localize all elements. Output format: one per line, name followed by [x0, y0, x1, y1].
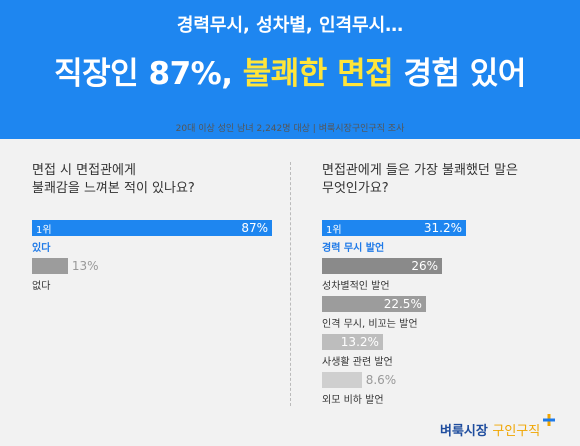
- left-bar-1: 1위 87%: [32, 220, 272, 236]
- right-value-label-1: 31.2%: [423, 221, 462, 235]
- right-bar-1: 1위 31.2%: [322, 220, 466, 236]
- right-rank-label: 1위: [326, 225, 342, 236]
- left-question: 면접 시 면접관에게 불쾌감을 느껴본 적이 있나요?: [32, 162, 195, 198]
- center-divider: [290, 162, 291, 406]
- right-bar-3: 22.5%: [322, 296, 426, 312]
- left-category-label-2: 없다: [32, 281, 51, 292]
- left-category-label-1: 있다: [32, 243, 51, 254]
- source-note: 20대 이상 성인 남녀 2,242명 대상 | 벼룩시장구인구직 조사: [175, 124, 405, 134]
- title-prefix: 직장인 87%,: [54, 56, 243, 92]
- left-value-label-1: 87%: [241, 221, 268, 235]
- title-suffix: 경험 있어: [393, 56, 526, 92]
- right-bar-2: 26%: [322, 258, 442, 274]
- header-banner: 경력무시, 성차별, 인격무시… 직장인 87%, 불쾌한 면접 경험 있어: [0, 0, 580, 139]
- right-value-label-2: 26%: [411, 259, 438, 273]
- right-question-line1: 면접관에게 들은 가장 불쾌했던 말은: [322, 163, 518, 178]
- logo-main: 벼룩시장: [440, 424, 488, 439]
- right-category-label-5: 외모 비하 발언: [322, 395, 384, 406]
- right-value-label-4: 13.2%: [340, 335, 379, 349]
- left-bar-2: 13%: [32, 258, 99, 274]
- right-category-label-2: 성차별적인 발언: [322, 281, 390, 292]
- subtitle: 경력무시, 성차별, 인격무시…: [176, 15, 404, 36]
- right-bar-4: 13.2%: [322, 334, 383, 350]
- right-category-label-3: 인격 무시, 비꼬는 발언: [322, 319, 418, 330]
- right-category-label-4: 사생활 관련 발언: [322, 357, 393, 368]
- brand-logo: 벼룩시장 구인구직: [440, 420, 540, 439]
- right-value-label-5: 8.6%: [365, 373, 397, 387]
- left-value-label-2: 13%: [71, 259, 99, 273]
- right-question: 면접관에게 들은 가장 불쾌했던 말은 무엇인가요?: [322, 162, 518, 198]
- right-value-label-3: 22.5%: [383, 297, 422, 311]
- right-question-line2: 무엇인가요?: [322, 181, 389, 196]
- main-title: 직장인 87%, 불쾌한 면접 경험 있어: [0, 48, 580, 93]
- left-rank-label: 1위: [36, 225, 52, 236]
- plus-icon: [543, 414, 555, 426]
- logo-accent: 구인구직: [492, 424, 541, 439]
- left-question-line2: 불쾌감을 느껴본 적이 있나요?: [32, 181, 195, 196]
- title-highlight: 불쾌한 면접: [242, 56, 394, 92]
- right-category-label-1: 경력 무시 발언: [322, 243, 385, 254]
- right-bar-5: 8.6%: [322, 372, 396, 388]
- left-question-line1: 면접 시 면접관에게: [32, 163, 136, 178]
